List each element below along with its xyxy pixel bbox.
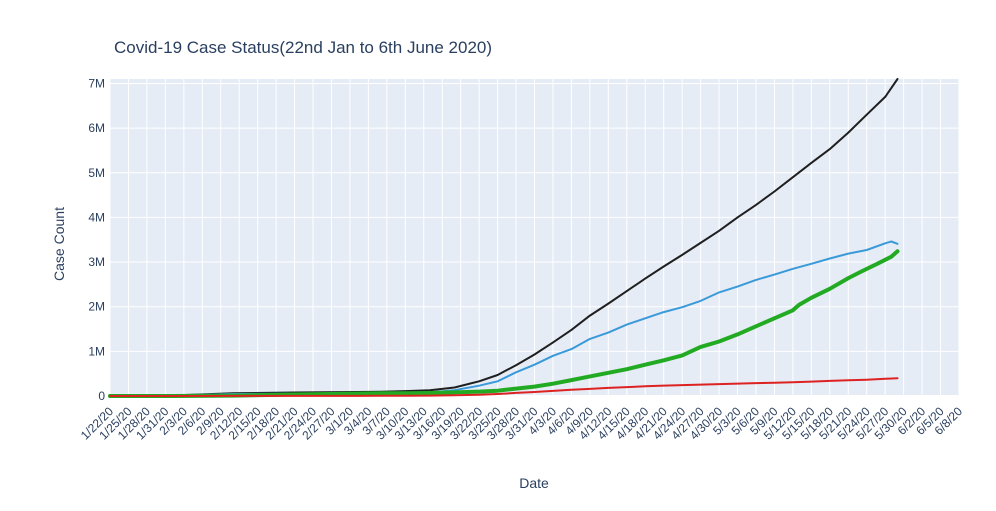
series-lines <box>108 78 900 398</box>
y-tick-label: 5M <box>88 166 105 180</box>
y-axis-ticks: 0 1M 2M 3M 4M 5M 6M 7M <box>88 76 105 403</box>
y-tick-label: 1M <box>88 344 105 358</box>
y-tick-label: 0 <box>98 389 105 403</box>
x-axis-title: Date <box>519 475 549 491</box>
y-axis-title: Case Count <box>51 207 67 281</box>
gridlines <box>109 79 960 397</box>
y-tick-label: 6M <box>88 121 105 135</box>
y-tick-label: 4M <box>88 210 105 224</box>
series-line-3 <box>108 249 900 398</box>
series-line-4 <box>109 377 899 397</box>
chart-title: Covid-19 Case Status(22nd Jan to 6th Jun… <box>114 38 492 57</box>
x-axis-ticks: 1/22/201/25/201/28/201/31/202/3/202/6/20… <box>78 404 965 442</box>
y-tick-label: 7M <box>88 76 105 90</box>
y-tick-label: 2M <box>88 300 105 314</box>
y-tick-label: 3M <box>88 255 105 269</box>
